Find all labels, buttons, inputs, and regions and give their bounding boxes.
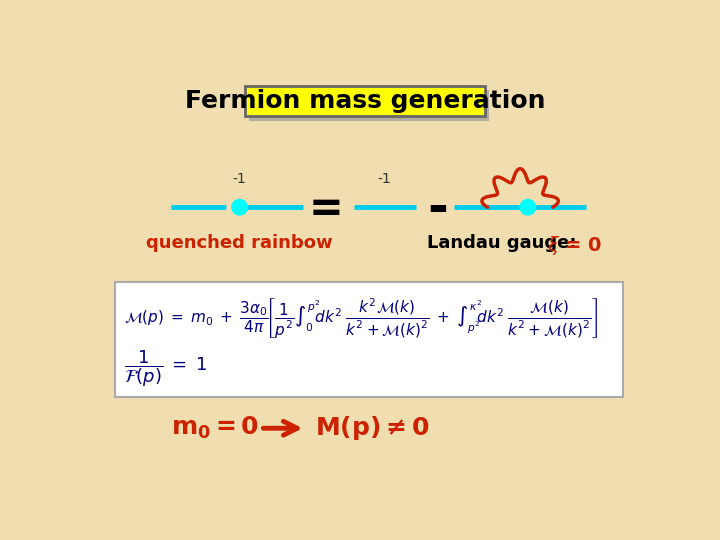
Text: $\mathbf{m_0 = 0}$: $\mathbf{m_0 = 0}$ (171, 415, 259, 441)
Text: $\xi$ = 0: $\xi$ = 0 (547, 234, 603, 257)
Text: -: - (427, 185, 448, 233)
Ellipse shape (232, 200, 248, 215)
Text: $\mathcal{M}(p) \;=\; m_0 \;+\; \dfrac{3\alpha_0}{4\pi}\!\left[\dfrac{1}{p^2}\in: $\mathcal{M}(p) \;=\; m_0 \;+\; \dfrac{3… (124, 297, 598, 341)
Text: =: = (309, 188, 343, 230)
Text: -1: -1 (233, 172, 246, 186)
Text: $\mathbf{M(p) \neq 0}$: $\mathbf{M(p) \neq 0}$ (315, 414, 429, 442)
Text: $\dfrac{1}{\mathcal{F}(p)} \;=\; 1$: $\dfrac{1}{\mathcal{F}(p)} \;=\; 1$ (124, 349, 207, 389)
FancyBboxPatch shape (245, 85, 485, 117)
FancyBboxPatch shape (249, 90, 489, 121)
Text: quenched rainbow: quenched rainbow (146, 234, 333, 252)
Ellipse shape (520, 200, 536, 215)
Text: -1: -1 (377, 172, 392, 186)
Text: Fermion mass generation: Fermion mass generation (185, 89, 545, 113)
Text: Landau gauge:: Landau gauge: (427, 234, 595, 252)
FancyBboxPatch shape (114, 282, 624, 397)
